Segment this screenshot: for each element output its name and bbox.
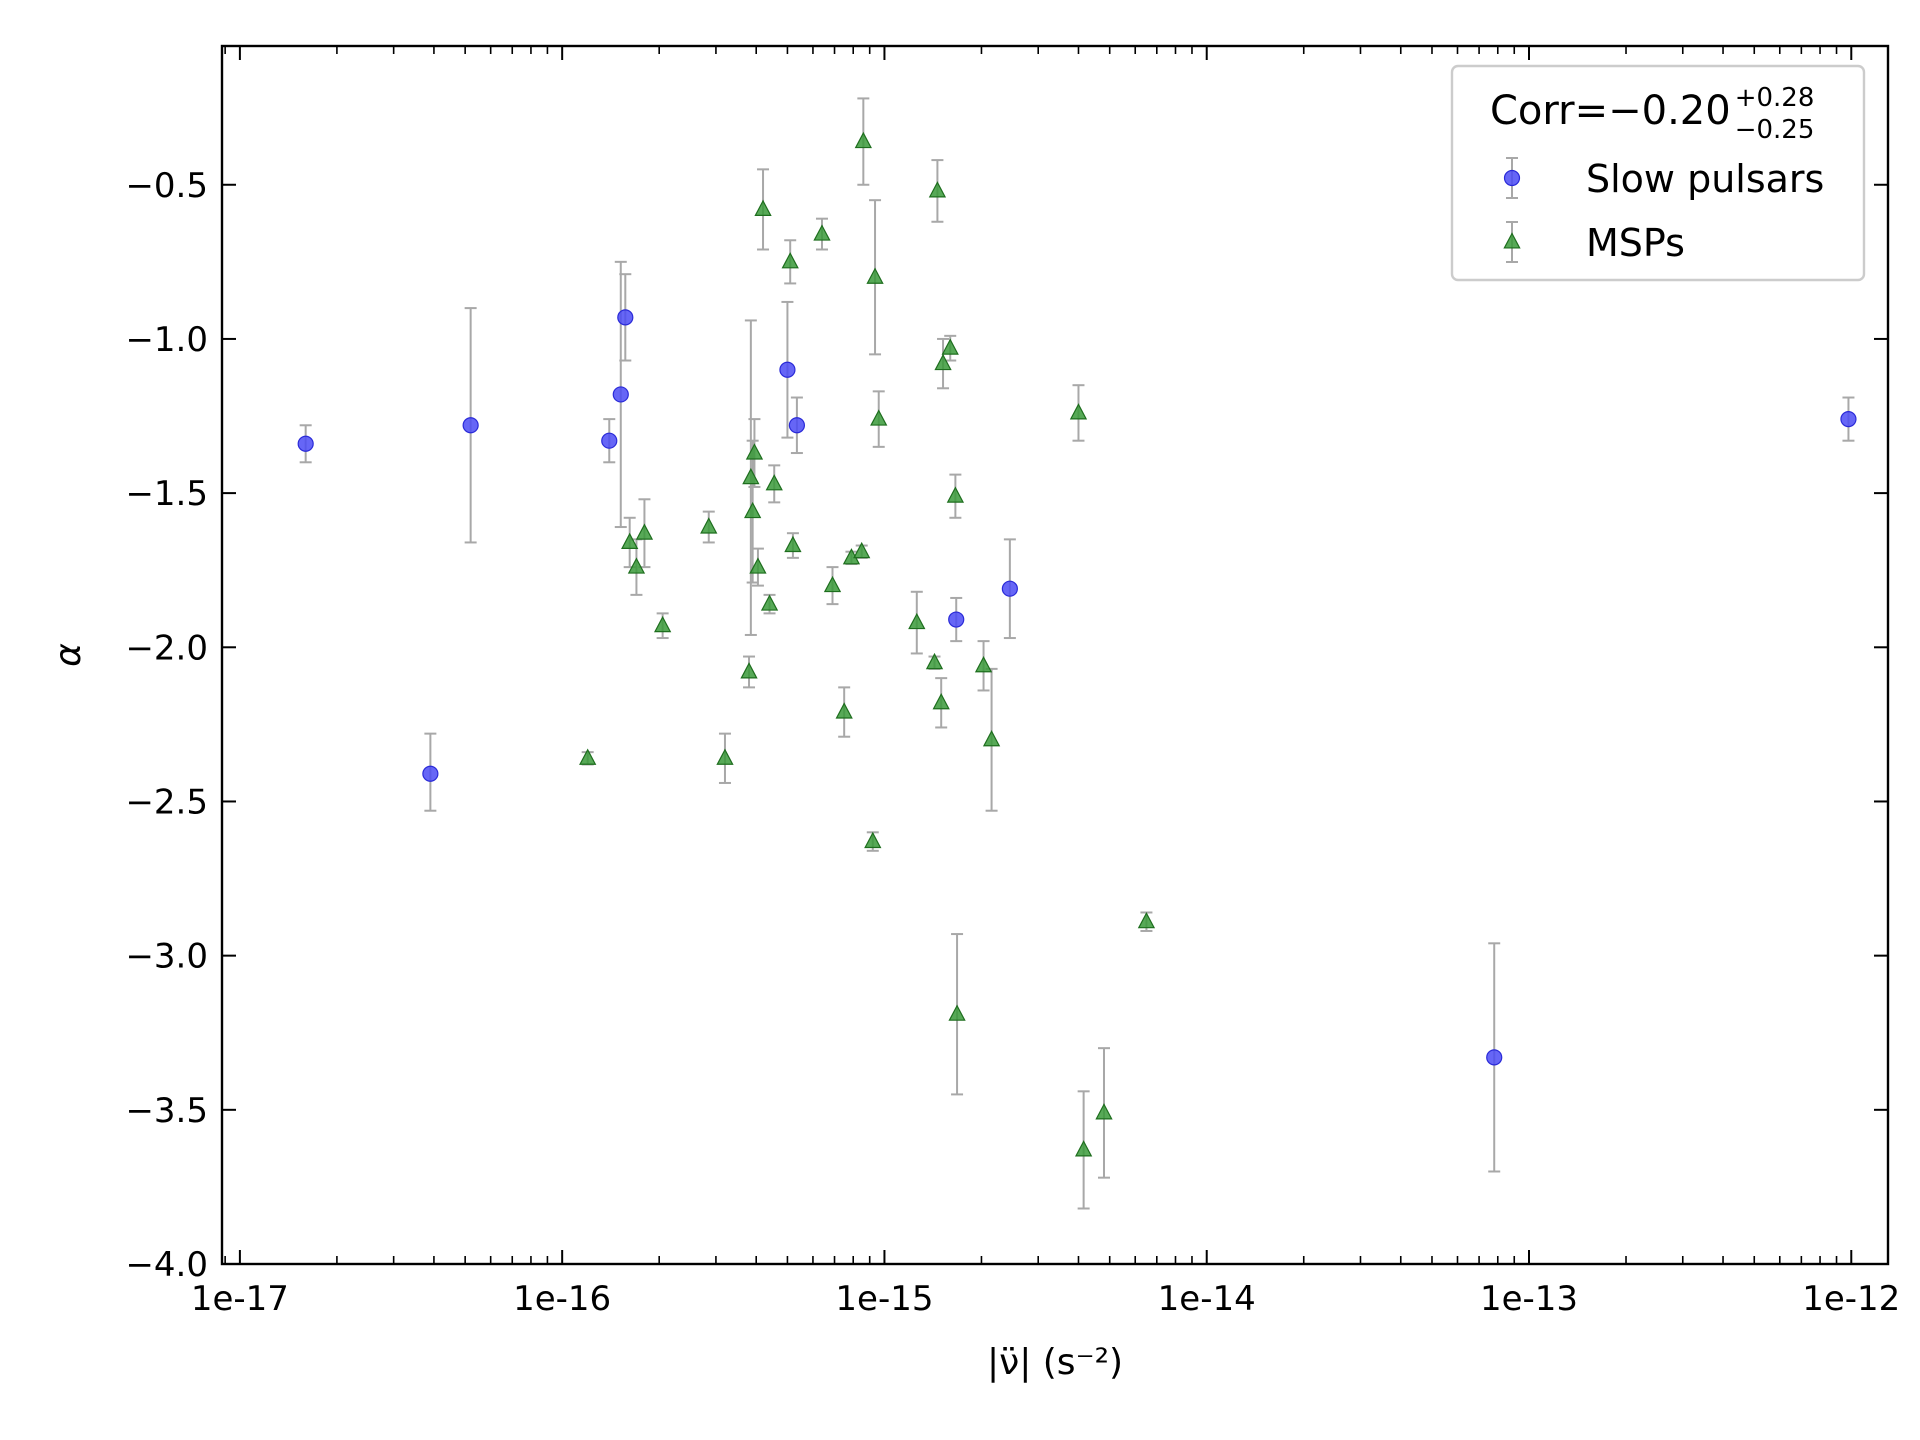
msp-point (946, 486, 965, 503)
points-layer (297, 131, 1857, 1157)
msp-point (745, 443, 764, 460)
msp-point (742, 467, 760, 485)
msp-point (653, 615, 672, 633)
slow-pulsar-point (1840, 411, 1857, 428)
msp-point (835, 702, 853, 719)
x-tick-label: 1e-13 (1480, 1279, 1578, 1319)
legend: Corr=−0.20 +0.28 −0.25 Slow pulsars MSPs (1450, 64, 1866, 282)
slow-pulsar-point (1001, 580, 1018, 597)
x-tick-label: 1e-16 (513, 1279, 611, 1319)
msp-point (1137, 911, 1156, 929)
x-tick-label: 1e-17 (191, 1279, 289, 1319)
y-tick-label: −3.0 (125, 937, 208, 977)
slow-pulsar-point (779, 361, 796, 378)
msp-point (925, 652, 944, 670)
msp-point (1069, 403, 1088, 420)
legend-entry-label: Slow pulsars (1586, 157, 1824, 201)
legend-items: Slow pulsars MSPs (1503, 157, 1824, 265)
legend-title-lower-error: −0.25 (1735, 115, 1815, 145)
slow-pulsar-point (617, 309, 634, 326)
msp-point (579, 748, 597, 765)
msp-point (754, 199, 772, 216)
y-tick-label: −2.0 (125, 628, 208, 668)
y-tick-label: −3.5 (125, 1091, 208, 1131)
msp-point (621, 532, 639, 550)
msp-point (870, 409, 888, 426)
msp-point (749, 557, 767, 574)
msp-point (784, 535, 802, 553)
msp-point (1095, 1103, 1113, 1120)
msp-point (781, 252, 799, 269)
legend-title-upper-error: +0.28 (1735, 83, 1815, 113)
y-axis-label: α (48, 643, 89, 667)
msp-point (934, 353, 952, 371)
x-tick-label: 1e-14 (1158, 1279, 1256, 1319)
slow-pulsar-point (297, 435, 314, 452)
legend-entry-label: MSPs (1586, 221, 1685, 265)
slow-pulsar-point (462, 417, 479, 434)
slow-pulsar-point (601, 432, 618, 449)
legend-title-corr: Corr=−0.20 (1490, 88, 1731, 134)
x-axis-label: |ν̈| (s⁻²) (987, 1342, 1123, 1383)
x-tick-label: 1e-15 (835, 1279, 933, 1319)
y-tick-label: −0.5 (125, 166, 208, 206)
msp-point (1074, 1140, 1093, 1157)
msp-point (823, 575, 842, 593)
msp-point (948, 1004, 966, 1021)
y-tick-label: −2.5 (125, 782, 208, 822)
legend-slow-pulsar-marker (1503, 169, 1521, 187)
msp-point (932, 693, 950, 710)
msp-point (813, 224, 831, 241)
slow-pulsar-point (788, 417, 806, 434)
msp-point (716, 748, 734, 765)
y-tick-label: −1.5 (125, 474, 208, 514)
msp-point (864, 831, 882, 849)
slow-pulsar-point (612, 386, 629, 403)
msp-point (908, 612, 926, 630)
msp-point (974, 656, 993, 673)
msp-point (627, 557, 646, 574)
legend-msp-marker (1503, 232, 1521, 249)
slow-pulsar-point (948, 611, 965, 628)
y-tick-label: −4.0 (125, 1245, 208, 1285)
msp-point (744, 501, 762, 519)
msp-point (866, 267, 884, 284)
tick-labels-layer: 1e-17 1e-16 1e-15 1e-14 1e-13 1e-12 −0.5 −1.0 −1… (125, 166, 1900, 1319)
slow-pulsar-point (422, 765, 439, 782)
y-tick-label: −1.0 (125, 320, 208, 360)
msp-point (854, 131, 872, 149)
msp-point (700, 517, 718, 534)
msp-point (740, 662, 758, 679)
msp-point (982, 730, 1001, 747)
slow-pulsar-point (1486, 1049, 1503, 1066)
legend-title: Corr=−0.20 (1490, 88, 1731, 134)
plot-frame (220, 44, 1890, 1266)
msp-point (928, 181, 947, 198)
msp-point (765, 474, 783, 491)
msp-point (941, 338, 959, 355)
legend-box (1450, 64, 1866, 282)
msp-point (635, 523, 654, 540)
msp-point (853, 541, 871, 559)
msp-point (760, 594, 779, 611)
x-tick-label: 1e-12 (1802, 1279, 1900, 1319)
